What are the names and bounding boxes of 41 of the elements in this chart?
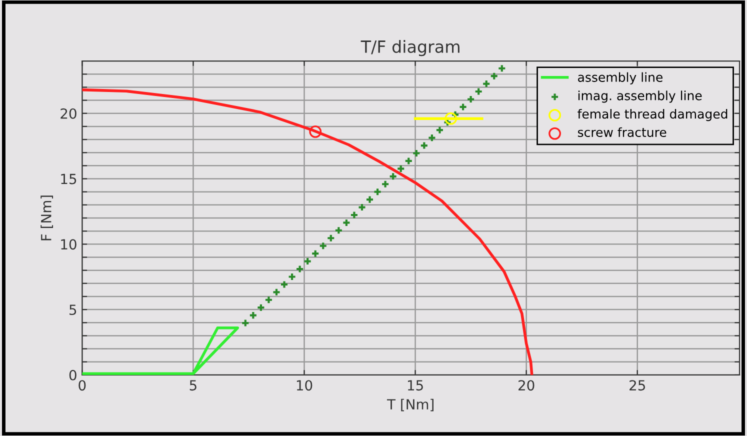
- point: [248, 311, 258, 320]
- point: [388, 172, 398, 181]
- x-tick-label: 20: [518, 380, 534, 391]
- x-tick-label: 10: [296, 380, 312, 391]
- y-tick-label: 0: [69, 370, 76, 380]
- chart-title: T/F diagram: [360, 40, 460, 56]
- line-series: [82, 88, 534, 375]
- y-tick-label: 10: [61, 239, 76, 250]
- point: [458, 102, 468, 112]
- legend-label: screw fracture: [578, 127, 666, 138]
- point: [404, 156, 413, 166]
- point: [490, 72, 498, 80]
- legend-label: assembly line: [578, 72, 663, 84]
- x-axis-title: T [Nm]: [386, 398, 434, 412]
- point: [309, 125, 322, 138]
- point: [396, 164, 406, 173]
- legend-label: female thread damaged: [578, 108, 728, 122]
- y-axis-title: F [Nm]: [40, 196, 54, 240]
- point: [381, 180, 390, 188]
- legend-label: imag. assembly line: [578, 90, 702, 103]
- point: [444, 112, 458, 125]
- y-tick-label: 15: [61, 174, 76, 184]
- point: [311, 249, 320, 258]
- point: [420, 141, 428, 150]
- x-tick-label: 5: [190, 380, 196, 391]
- point: [318, 242, 328, 250]
- x-tick-label: 0: [78, 380, 86, 391]
- point: [474, 87, 483, 96]
- point: [272, 288, 281, 296]
- point: [373, 188, 382, 196]
- y-tick-label: 5: [70, 304, 76, 316]
- point: [256, 303, 266, 312]
- point: [326, 234, 336, 242]
- point: [296, 264, 304, 274]
- point: [498, 64, 506, 73]
- point: [241, 318, 250, 328]
- y-tick-label: 20: [60, 108, 76, 119]
- point: [428, 134, 436, 142]
- x-tick-label: 15: [408, 380, 423, 391]
- point: [334, 226, 343, 235]
- x-tick-label: 25: [630, 380, 645, 391]
